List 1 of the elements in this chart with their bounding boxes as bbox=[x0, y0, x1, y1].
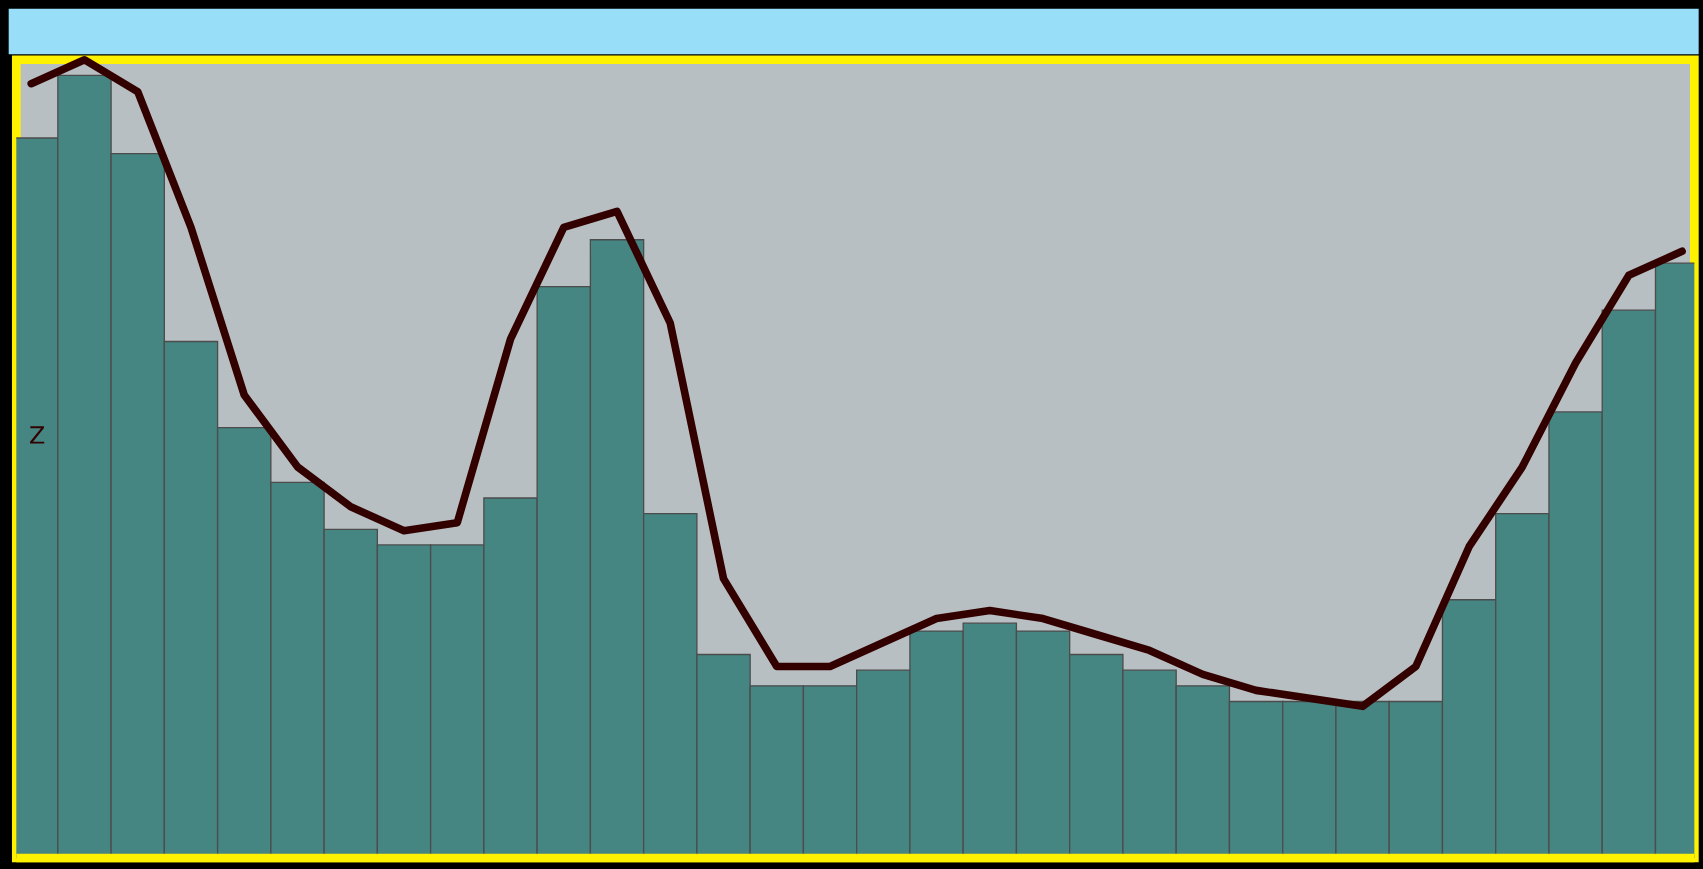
y-axis-title: Z bbox=[30, 426, 45, 444]
